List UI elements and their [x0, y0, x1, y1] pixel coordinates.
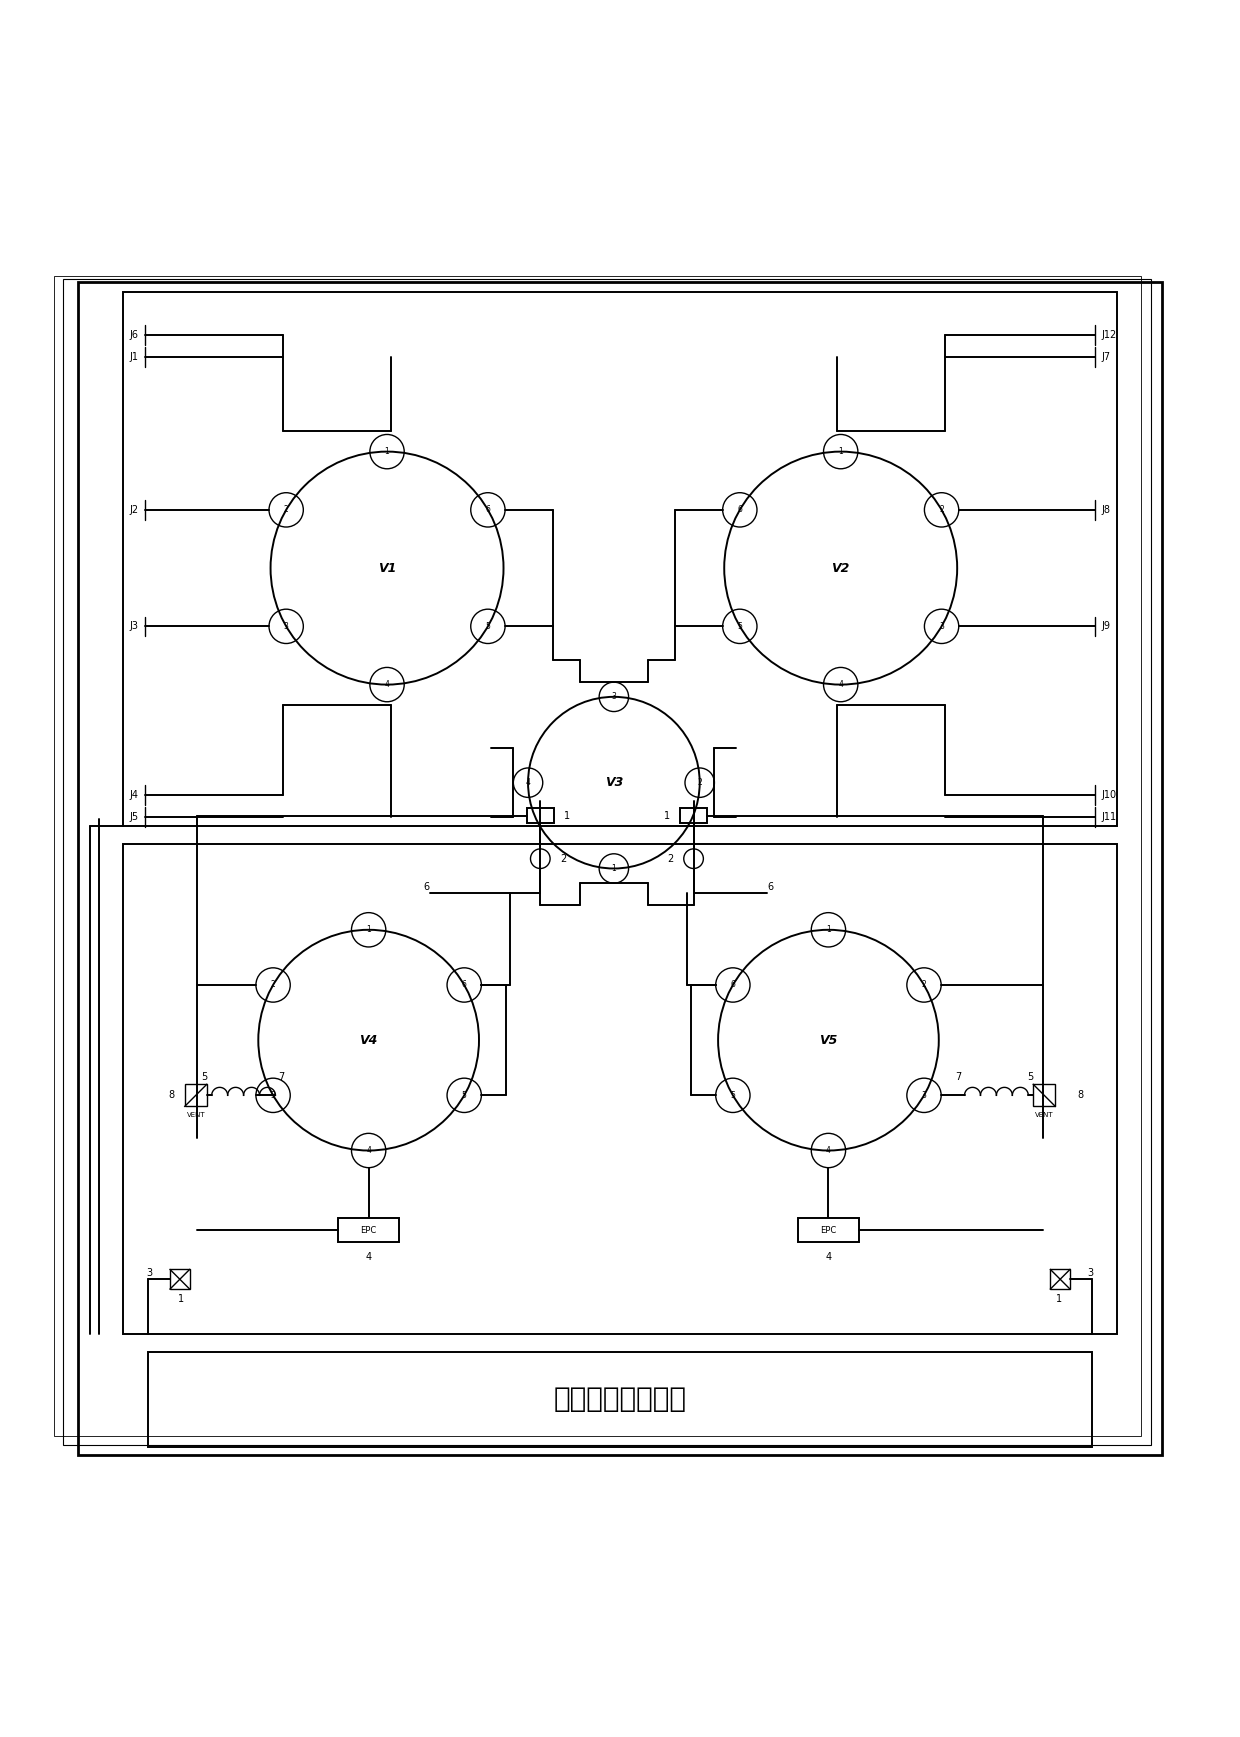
Text: 1: 1 — [564, 811, 569, 822]
Text: 1: 1 — [179, 1294, 184, 1304]
Text: 数据采集控制中心: 数据采集控制中心 — [553, 1386, 687, 1414]
Bar — [797, 1218, 859, 1242]
Text: 7: 7 — [955, 1072, 961, 1082]
Text: 3: 3 — [284, 622, 289, 631]
Text: 6: 6 — [461, 980, 466, 990]
Bar — [148, 1351, 1092, 1447]
Text: 4: 4 — [526, 778, 531, 787]
Text: J5: J5 — [129, 811, 138, 822]
Text: 5: 5 — [201, 1072, 207, 1082]
Text: 2: 2 — [270, 980, 275, 990]
Text: 6: 6 — [424, 882, 430, 891]
Text: 5: 5 — [1028, 1072, 1034, 1082]
Text: 2: 2 — [697, 778, 702, 787]
Bar — [1050, 1270, 1070, 1289]
Text: 6: 6 — [738, 505, 743, 514]
Text: J6: J6 — [129, 330, 138, 340]
Text: V3: V3 — [605, 776, 622, 789]
Text: J7: J7 — [1102, 353, 1111, 363]
Text: J3: J3 — [129, 622, 138, 631]
Text: J9: J9 — [1102, 622, 1111, 631]
Text: 6: 6 — [730, 980, 735, 990]
Text: 4: 4 — [826, 1252, 832, 1263]
Bar — [124, 844, 1116, 1334]
Text: 3: 3 — [146, 1268, 153, 1278]
Text: 3: 3 — [1087, 1268, 1094, 1278]
Text: 1: 1 — [366, 926, 371, 935]
Bar — [1033, 1084, 1055, 1106]
Text: J11: J11 — [1102, 811, 1117, 822]
Text: J4: J4 — [129, 790, 138, 801]
Text: 4: 4 — [366, 1146, 371, 1155]
Text: VENT: VENT — [186, 1112, 205, 1119]
Text: 8: 8 — [169, 1091, 175, 1100]
Bar — [170, 1270, 190, 1289]
Text: 2: 2 — [667, 853, 675, 863]
Bar — [527, 808, 554, 823]
Bar — [185, 1084, 207, 1106]
Text: J8: J8 — [1102, 505, 1111, 514]
Bar — [339, 1218, 399, 1242]
Text: V5: V5 — [820, 1034, 838, 1047]
Text: J10: J10 — [1102, 790, 1117, 801]
Text: V1: V1 — [378, 561, 397, 575]
Text: 4: 4 — [366, 1252, 372, 1263]
Text: 2: 2 — [921, 980, 926, 990]
Text: V4: V4 — [360, 1034, 378, 1047]
Text: 5: 5 — [461, 1091, 466, 1100]
Text: 3: 3 — [611, 693, 616, 702]
Bar — [63, 278, 1151, 1445]
Text: 1: 1 — [826, 926, 831, 935]
Text: 1: 1 — [665, 811, 671, 822]
Text: 2: 2 — [560, 853, 567, 863]
Text: 4: 4 — [826, 1146, 831, 1155]
Text: 6: 6 — [486, 505, 490, 514]
Text: 1: 1 — [1056, 1294, 1061, 1304]
Text: 1: 1 — [838, 446, 843, 457]
Text: EPC: EPC — [821, 1226, 837, 1235]
Bar — [680, 808, 707, 823]
Text: V2: V2 — [832, 561, 849, 575]
Text: J1: J1 — [129, 353, 138, 363]
Text: 5: 5 — [738, 622, 743, 631]
Bar — [53, 276, 1141, 1436]
Text: 1: 1 — [611, 863, 616, 874]
Text: 3: 3 — [921, 1091, 926, 1100]
Text: 8: 8 — [1078, 1091, 1084, 1100]
Text: J2: J2 — [129, 505, 138, 514]
Text: VENT: VENT — [1035, 1112, 1054, 1119]
Text: 4: 4 — [838, 681, 843, 690]
Bar — [124, 292, 1116, 825]
Bar — [78, 283, 1162, 1454]
Text: 1: 1 — [384, 446, 389, 457]
Text: 7: 7 — [279, 1072, 285, 1082]
Text: 5: 5 — [730, 1091, 735, 1100]
Text: 2: 2 — [939, 505, 944, 514]
Text: 3: 3 — [270, 1091, 275, 1100]
Text: 6: 6 — [768, 882, 774, 891]
Text: J12: J12 — [1102, 330, 1117, 340]
Text: EPC: EPC — [361, 1226, 377, 1235]
Text: 3: 3 — [939, 622, 944, 631]
Text: 5: 5 — [486, 622, 490, 631]
Text: 4: 4 — [384, 681, 389, 690]
Text: 2: 2 — [284, 505, 289, 514]
